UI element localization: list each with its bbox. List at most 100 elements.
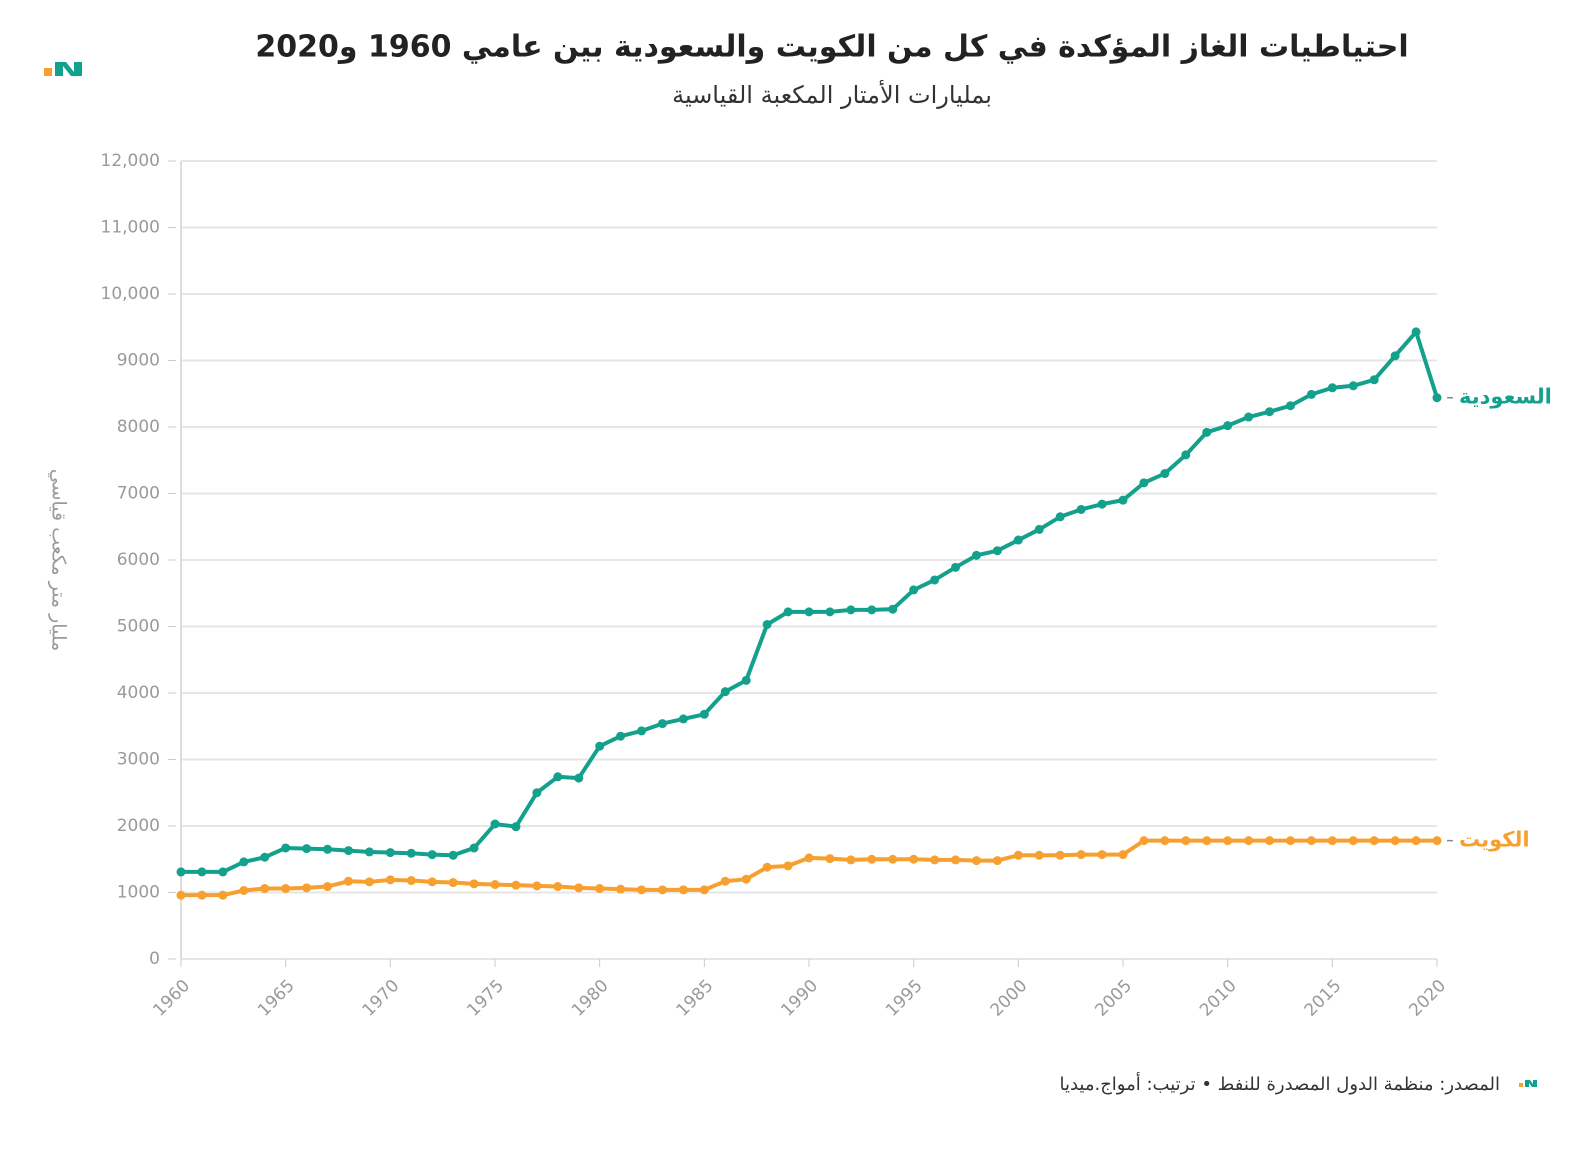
point (741, 874, 751, 884)
point (197, 867, 207, 877)
y-tick-label: 7000 (117, 484, 160, 504)
point (1390, 351, 1400, 361)
y-tick-label: 4000 (117, 683, 160, 703)
point (595, 884, 605, 894)
point (1034, 850, 1044, 860)
point (888, 604, 898, 614)
point (762, 862, 772, 872)
point (657, 719, 667, 729)
point (1432, 836, 1442, 846)
y-tick-label: 11,000 (101, 218, 160, 238)
x-tick-label: 1965 (254, 976, 299, 1021)
point (909, 585, 919, 595)
point (532, 881, 542, 891)
point (511, 880, 521, 890)
point (846, 855, 856, 865)
point (1390, 836, 1400, 846)
point (511, 822, 521, 832)
source-logo-square (1519, 1083, 1523, 1087)
point (1306, 836, 1316, 846)
point (1348, 836, 1358, 846)
point (364, 847, 374, 857)
point (239, 857, 249, 867)
point (1369, 375, 1379, 385)
point (197, 890, 207, 900)
source: المصدر: منظمة الدول المصدرة للنفط • ترتي… (1059, 1072, 1500, 1095)
point (323, 882, 333, 892)
point (448, 878, 458, 888)
point (1432, 393, 1442, 403)
chart-title: احتياطيات الغاز المؤكدة في كل من الكويت … (255, 30, 1408, 65)
y-tick-label: 6000 (117, 550, 160, 570)
point (553, 882, 563, 892)
point (260, 884, 270, 894)
point (951, 855, 961, 865)
x-tick-label: 2005 (1091, 976, 1136, 1021)
point (218, 890, 228, 900)
point (825, 854, 835, 864)
point (1118, 495, 1128, 505)
point (637, 885, 647, 895)
point (1076, 504, 1086, 514)
point (1139, 478, 1149, 488)
point (469, 879, 479, 889)
point (846, 605, 856, 615)
x-tick-label: 2010 (1196, 976, 1241, 1021)
source-logo (1519, 1080, 1537, 1087)
point (992, 856, 1002, 866)
point (783, 861, 793, 871)
point (888, 854, 898, 864)
logo-square (44, 68, 52, 76)
point (1034, 524, 1044, 534)
point (1244, 412, 1254, 422)
point (406, 876, 416, 886)
point (302, 844, 312, 854)
point (302, 883, 312, 893)
x-tick-label: 1980 (568, 976, 613, 1021)
point (720, 876, 730, 886)
point (364, 877, 374, 887)
point (1160, 836, 1170, 846)
point (406, 848, 416, 858)
point (1160, 469, 1170, 479)
point (574, 773, 584, 783)
point (490, 880, 500, 890)
x-tick-label: 1970 (359, 976, 404, 1021)
point (1369, 836, 1379, 846)
point (1306, 389, 1316, 399)
point (1181, 450, 1191, 460)
y-tick-label: 2000 (117, 816, 160, 836)
point (385, 848, 395, 858)
point (1181, 836, 1191, 846)
point (281, 843, 291, 853)
point (657, 885, 667, 895)
point (490, 819, 500, 829)
point (1223, 836, 1233, 846)
point (323, 844, 333, 854)
x-tick-label: 1975 (463, 976, 508, 1021)
point (176, 867, 186, 877)
point (1285, 401, 1295, 411)
point (637, 726, 647, 736)
point (239, 886, 249, 896)
point (867, 854, 877, 864)
point (930, 575, 940, 585)
point (532, 788, 542, 798)
y-tick-label: 12,000 (101, 151, 160, 171)
point (1327, 836, 1337, 846)
y-axis-label: مليار متر مكعب قياسي (48, 469, 70, 652)
point (783, 607, 793, 617)
point (930, 855, 940, 865)
point (385, 875, 395, 885)
point (1348, 381, 1358, 391)
point (1285, 836, 1295, 846)
point (804, 853, 814, 863)
y-tick-label: 5000 (117, 617, 160, 637)
point (616, 731, 626, 741)
x-tick-label: 1990 (777, 976, 822, 1021)
point (1223, 421, 1233, 431)
point (1265, 407, 1275, 417)
x-tick-label: 2020 (1405, 976, 1450, 1021)
x-tick-label: 1985 (673, 976, 718, 1021)
